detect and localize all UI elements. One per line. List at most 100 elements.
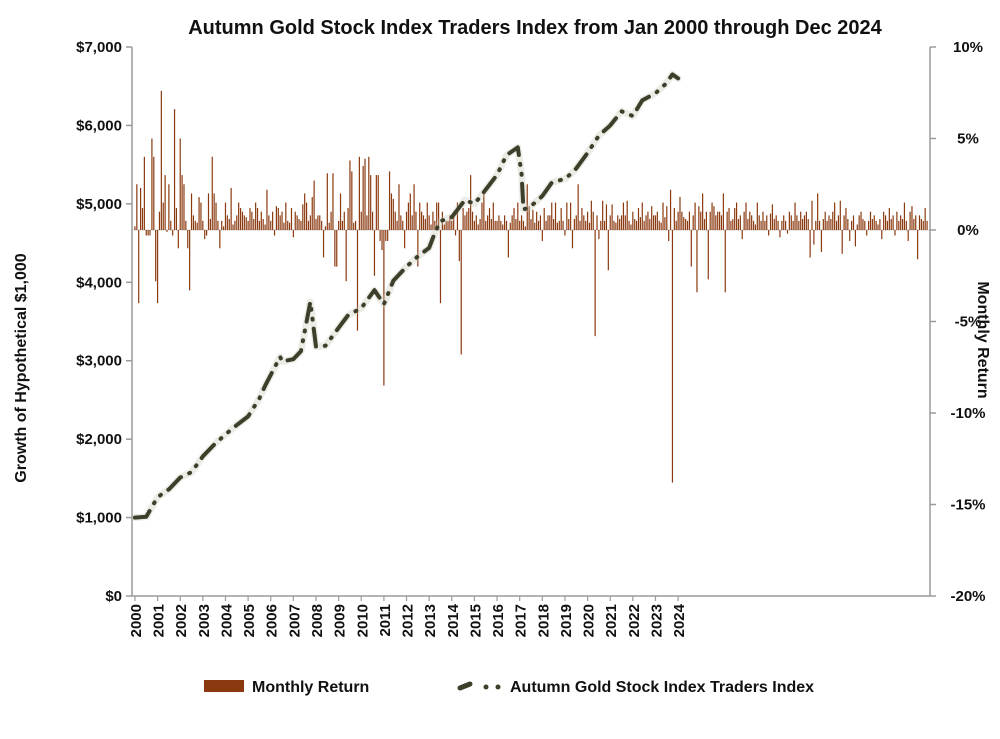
return-bar	[422, 215, 425, 230]
return-bar	[204, 230, 206, 240]
return-bar	[151, 138, 153, 230]
return-bar	[390, 193, 393, 230]
legend: Monthly Return Autumn Gold Stock Index T…	[204, 679, 814, 696]
return-bar	[221, 220, 223, 230]
return-bar	[321, 220, 323, 230]
x-tick-label: 2008	[309, 604, 326, 637]
return-bar	[739, 215, 741, 230]
return-bar	[147, 230, 149, 236]
return-bar	[809, 230, 811, 258]
return-bar	[656, 211, 658, 230]
return-bar	[841, 230, 843, 254]
return-bar	[520, 215, 523, 230]
return-bar	[222, 226, 225, 230]
return-bar	[141, 208, 144, 230]
return-bar	[760, 220, 762, 230]
return-bar	[815, 220, 817, 230]
return-bar	[402, 220, 404, 230]
return-bar	[639, 217, 641, 230]
x-tick-label: 2005	[241, 604, 258, 637]
return-bar	[241, 211, 244, 230]
return-bar	[200, 202, 202, 230]
return-bar	[566, 202, 568, 230]
return-bar	[732, 219, 734, 230]
legend-item-index[interactable]: Autumn Gold Stock Index Traders Index	[457, 679, 814, 696]
return-bar	[564, 230, 566, 236]
return-bar	[439, 230, 442, 304]
return-bar	[496, 220, 498, 230]
return-bar	[366, 215, 368, 230]
return-bar	[649, 219, 651, 230]
return-bar	[886, 220, 889, 230]
return-bar	[754, 224, 757, 230]
return-bar	[728, 208, 730, 230]
return-bar	[628, 220, 630, 230]
return-bar	[511, 215, 513, 230]
return-bar	[820, 230, 823, 252]
return-bar	[647, 211, 649, 230]
return-bar	[720, 215, 723, 230]
return-bar	[662, 202, 664, 230]
return-bar	[632, 211, 634, 230]
return-bar	[554, 202, 557, 230]
return-bar	[228, 219, 230, 230]
return-bar	[875, 220, 877, 230]
return-bar	[202, 220, 204, 230]
return-bar	[288, 222, 291, 230]
return-bar	[654, 215, 657, 230]
return-bar	[537, 220, 540, 230]
return-bar	[898, 220, 900, 230]
return-bar	[283, 222, 285, 230]
return-bar	[168, 184, 170, 230]
return-bar	[854, 230, 856, 247]
return-bar	[528, 206, 530, 230]
return-bar	[722, 193, 724, 230]
index-line-shadow	[131, 70, 682, 522]
return-bar	[692, 215, 694, 230]
return-bar	[917, 230, 919, 260]
y-left-tick-label: $3,000	[76, 353, 122, 370]
return-bar	[464, 215, 466, 230]
return-bar	[730, 220, 732, 230]
return-bar	[673, 208, 675, 230]
return-bar	[813, 230, 815, 245]
return-bar	[385, 230, 387, 241]
return-bar	[588, 222, 591, 230]
return-bar	[392, 198, 394, 230]
return-bar	[811, 200, 813, 230]
return-bar	[679, 197, 681, 230]
return-bar	[322, 230, 325, 258]
return-bar	[179, 138, 181, 230]
return-bar	[166, 230, 168, 232]
return-bar	[219, 230, 221, 249]
return-bar	[824, 211, 826, 230]
return-bar	[236, 215, 238, 230]
return-bar	[664, 217, 666, 230]
return-bar	[415, 211, 417, 230]
return-bar	[162, 202, 164, 230]
return-bar	[747, 219, 749, 230]
return-bar	[381, 230, 383, 251]
return-bar	[734, 208, 736, 230]
return-bar	[884, 215, 887, 230]
return-bar	[328, 222, 330, 230]
return-bar	[577, 184, 579, 230]
return-bar	[792, 220, 794, 230]
legend-item-monthly-return[interactable]: Monthly Return	[204, 679, 369, 696]
return-bar	[798, 220, 800, 230]
return-bar	[358, 156, 360, 230]
return-bar	[473, 220, 476, 230]
x-tick-label: 2006	[264, 604, 281, 637]
y-left-tick-label: $4,000	[76, 274, 122, 291]
return-bar	[338, 220, 340, 230]
return-bar	[624, 215, 626, 230]
return-bar	[256, 208, 259, 230]
return-bar	[536, 211, 538, 230]
return-bar	[307, 220, 310, 230]
return-bar	[905, 220, 907, 230]
return-bar	[818, 220, 821, 230]
return-bar	[160, 90, 162, 230]
x-tick-label: 2016	[490, 604, 507, 637]
return-bar	[247, 220, 249, 230]
return-bar	[603, 220, 606, 230]
